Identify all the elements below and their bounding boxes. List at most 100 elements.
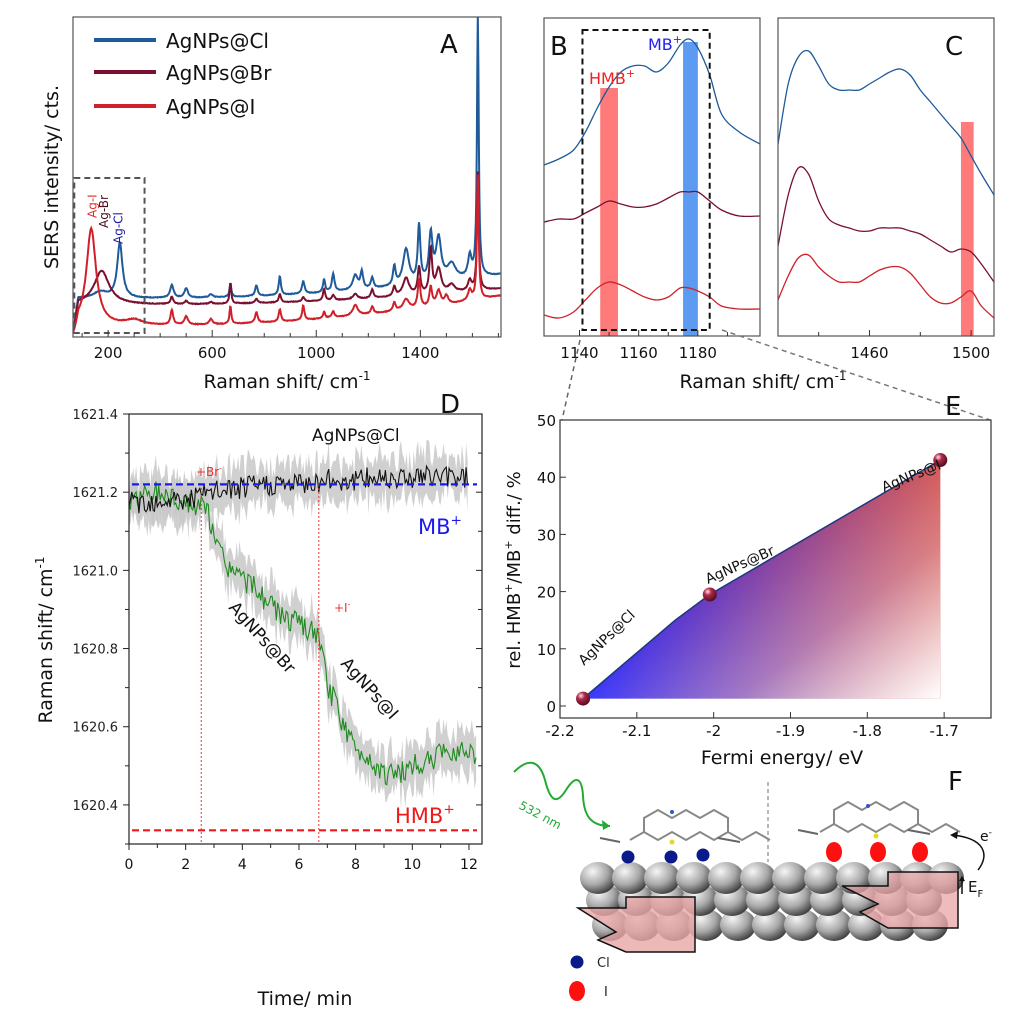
silver-atom-icon xyxy=(688,909,724,941)
gradient-area-fade xyxy=(583,460,941,699)
i-ion-icon xyxy=(826,842,842,862)
i-ion-icon xyxy=(912,842,928,862)
electron-label: e- xyxy=(980,828,992,845)
panel-a-frame xyxy=(72,16,502,338)
panel-a-ylabel: SERS intensity/ cts. xyxy=(41,85,63,269)
legend-cl-label: Cl xyxy=(597,956,610,971)
y-tick-label: 20 xyxy=(537,584,556,602)
y-tick-label: 1621.0 xyxy=(73,564,119,579)
y-tick-label: 1620.8 xyxy=(73,643,119,658)
panel-d-ylabel: Raman shift/ cm-1 xyxy=(33,556,57,723)
zoom-connector-left xyxy=(561,339,581,421)
hmb-band-label: HMB+ xyxy=(589,67,635,88)
series-line-agnps-cl xyxy=(73,17,501,334)
x-tick-label: 8 xyxy=(351,857,360,873)
cl-ion-icon xyxy=(621,850,635,864)
series-line-agnps-br xyxy=(778,166,994,283)
x-tick-label: 1000 xyxy=(297,344,335,362)
hmb-reference-label: HMB+ xyxy=(395,802,455,828)
panel-c-series xyxy=(778,49,994,319)
panel-a-xlabel: Raman shift/ cm-1 xyxy=(203,369,370,393)
series-line-cl xyxy=(129,464,469,514)
x-tick-label: -2.2 xyxy=(545,722,574,740)
x-tick-label: 10 xyxy=(403,857,421,873)
silver-atom-icon xyxy=(612,862,648,894)
zoom-connector-right xyxy=(721,329,991,421)
panel-b-x-ticks: 1140 1160 1180 xyxy=(560,330,728,362)
panel-d-frame xyxy=(128,413,483,845)
x-tick-label: 12 xyxy=(460,857,478,873)
x-tick-label: 2 xyxy=(181,857,190,873)
panel-b-band-labels: HMB+ MB+ xyxy=(589,33,682,88)
x-tick-label: -1.7 xyxy=(929,722,958,740)
panel-c-frame xyxy=(777,17,995,337)
y-tick-label: 1621.4 xyxy=(73,408,119,423)
silver-atom-icon xyxy=(720,909,756,941)
x-tick-label: -2.1 xyxy=(622,722,651,740)
series-line-agnps-cl xyxy=(544,38,760,166)
panel-a-x-ticks: 200 600 1000 1400 xyxy=(81,330,499,362)
series-line-agnps-i xyxy=(73,174,501,334)
panel-bc-xlabel: Raman shift/ cm-1 xyxy=(679,369,846,393)
x-tick-label: 1460 xyxy=(850,344,888,362)
i-ion-icon xyxy=(870,842,886,862)
legend-label-cl: AgNPs@Cl xyxy=(166,29,269,53)
x-tick-label: -1.9 xyxy=(776,722,805,740)
electron-transfer-arrow-icon xyxy=(951,834,985,871)
panel-b-dashed-box xyxy=(581,29,711,331)
series-line-br-i xyxy=(129,481,477,786)
highlight-band xyxy=(960,122,974,336)
panel-d-ticks: 0 2 4 6 8 10 12 1620.4 1620.6 1620.8 1621.0 1621.2 1… xyxy=(73,408,482,873)
panel-b-label: B xyxy=(550,32,568,62)
laser-wavelength-label: 532 nm xyxy=(517,798,564,832)
panel-b-bands xyxy=(600,42,698,336)
cl-ion-icon xyxy=(664,850,678,864)
panel-e-ylabel: rel. HMB+/MB+ diff./ % xyxy=(502,471,525,669)
x-tick-label: 4 xyxy=(238,857,247,873)
y-tick-label: 50 xyxy=(537,412,556,430)
legend-label-i: AgNPs@I xyxy=(166,95,255,119)
x-tick-label: 6 xyxy=(295,857,304,873)
panel-a-legend: AgNPs@Cl AgNPs@Br AgNPs@I xyxy=(94,29,272,119)
series-label-cl: AgNPs@Cl xyxy=(312,426,400,446)
silver-atom-icon xyxy=(804,862,840,894)
x-tick-label: 600 xyxy=(198,344,227,362)
panel-e-label: E xyxy=(945,392,961,422)
data-point-marker xyxy=(933,453,948,468)
silver-atom-icon xyxy=(816,909,852,941)
panel-a-inset-box xyxy=(73,177,146,334)
panel-d-plot-area xyxy=(129,439,477,844)
fermi-arrow-head-icon xyxy=(959,876,965,881)
x-tick-label: 1180 xyxy=(679,344,717,362)
silver-atom-icon xyxy=(772,862,808,894)
data-point-marker xyxy=(576,691,591,706)
peak-annotation: Ag-I xyxy=(86,194,100,218)
panel-c-bands xyxy=(960,122,974,336)
silver-atom-icon xyxy=(644,862,680,894)
panel-d-time-series: 0 2 4 6 8 10 12 1620.4 1620.6 1620.8 1621.0 1621.2 1… xyxy=(33,390,483,1010)
series-line-agnps-br xyxy=(544,190,760,223)
peak-annotation: Ag-Cl xyxy=(112,212,126,244)
silver-atom-icon xyxy=(784,909,820,941)
panel-a-label: A xyxy=(440,30,458,60)
y-tick-label: 30 xyxy=(537,526,556,544)
y-tick-label: 1620.4 xyxy=(73,799,119,814)
x-tick-label: 1500 xyxy=(952,344,990,362)
panel-f-label: F xyxy=(948,767,963,797)
panel-c-zoom-spectra: 1460 1500 C xyxy=(777,17,995,362)
molecule-left xyxy=(599,808,771,845)
silver-atom-icon xyxy=(676,862,712,894)
peak-annotation: Ag-Br xyxy=(97,195,111,228)
legend-label-br: AgNPs@Br xyxy=(166,61,272,85)
panel-b-zoom-spectra: 1140 1160 1180 B HMB+ MB+ xyxy=(543,17,761,362)
y-tick-label: 1620.6 xyxy=(73,721,119,736)
laser-wave-icon xyxy=(513,761,611,827)
cl-ion-icon xyxy=(696,848,710,862)
uncertainty-band xyxy=(129,439,468,537)
silver-atom-icon xyxy=(580,862,616,894)
panel-f-diagram: F 532 nm xyxy=(513,761,992,1001)
